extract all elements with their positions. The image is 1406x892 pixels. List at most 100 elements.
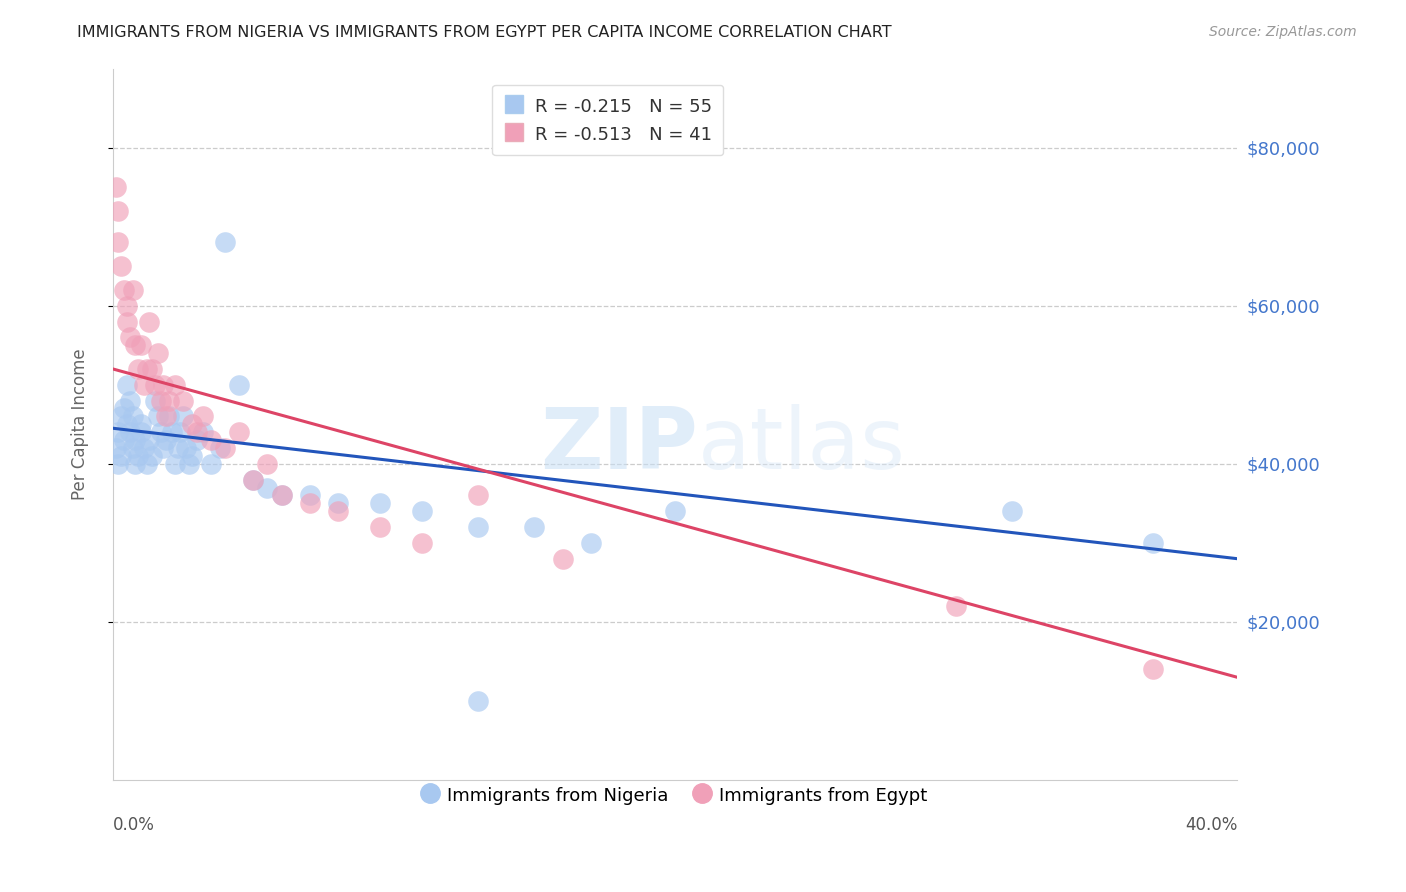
Point — [214, 235, 236, 250]
Point — [149, 425, 172, 440]
Point — [138, 433, 160, 447]
Point — [127, 362, 149, 376]
Point — [214, 441, 236, 455]
Point — [110, 409, 132, 424]
Point — [180, 449, 202, 463]
Point — [155, 409, 177, 424]
Point — [118, 393, 141, 408]
Point — [152, 377, 174, 392]
Point — [177, 457, 200, 471]
Point — [107, 203, 129, 218]
Point — [270, 488, 292, 502]
Point — [523, 520, 546, 534]
Y-axis label: Per Capita Income: Per Capita Income — [72, 349, 89, 500]
Point — [228, 377, 250, 392]
Point — [129, 338, 152, 352]
Legend: Immigrants from Nigeria, Immigrants from Egypt: Immigrants from Nigeria, Immigrants from… — [416, 777, 934, 814]
Point — [118, 425, 141, 440]
Point — [115, 417, 138, 432]
Point — [172, 409, 194, 424]
Point — [180, 417, 202, 432]
Point — [1142, 536, 1164, 550]
Point — [152, 441, 174, 455]
Point — [945, 599, 967, 614]
Point — [467, 694, 489, 708]
Point — [138, 314, 160, 328]
Point — [172, 393, 194, 408]
Point — [1001, 504, 1024, 518]
Point — [1142, 662, 1164, 676]
Point — [146, 409, 169, 424]
Text: atlas: atlas — [697, 404, 905, 487]
Point — [110, 259, 132, 273]
Point — [368, 496, 391, 510]
Point — [326, 504, 349, 518]
Point — [326, 496, 349, 510]
Point — [664, 504, 686, 518]
Point — [270, 488, 292, 502]
Point — [163, 457, 186, 471]
Point — [104, 180, 127, 194]
Point — [242, 473, 264, 487]
Point — [132, 441, 155, 455]
Point — [242, 473, 264, 487]
Point — [160, 425, 183, 440]
Point — [129, 425, 152, 440]
Point — [115, 377, 138, 392]
Point — [200, 457, 222, 471]
Point — [115, 314, 138, 328]
Point — [157, 393, 180, 408]
Point — [467, 488, 489, 502]
Point — [112, 401, 135, 416]
Point — [132, 377, 155, 392]
Point — [112, 433, 135, 447]
Point — [186, 425, 208, 440]
Point — [200, 433, 222, 447]
Point — [124, 338, 146, 352]
Text: 0.0%: 0.0% — [112, 815, 155, 834]
Point — [107, 457, 129, 471]
Point — [124, 457, 146, 471]
Point — [579, 536, 602, 550]
Point — [129, 417, 152, 432]
Point — [121, 441, 143, 455]
Point — [256, 457, 278, 471]
Point — [551, 551, 574, 566]
Point — [411, 504, 433, 518]
Point — [256, 481, 278, 495]
Point — [166, 441, 188, 455]
Point — [121, 409, 143, 424]
Point — [112, 283, 135, 297]
Point — [135, 362, 157, 376]
Point — [115, 299, 138, 313]
Text: Source: ZipAtlas.com: Source: ZipAtlas.com — [1209, 25, 1357, 39]
Point — [135, 457, 157, 471]
Point — [121, 283, 143, 297]
Point — [141, 362, 163, 376]
Point — [107, 235, 129, 250]
Point — [191, 409, 214, 424]
Text: ZIP: ZIP — [540, 404, 697, 487]
Point — [228, 425, 250, 440]
Point — [298, 488, 321, 502]
Point — [163, 377, 186, 392]
Point — [124, 433, 146, 447]
Point — [186, 433, 208, 447]
Point — [141, 449, 163, 463]
Point — [149, 393, 172, 408]
Point — [143, 377, 166, 392]
Point — [107, 425, 129, 440]
Point — [191, 425, 214, 440]
Point — [146, 346, 169, 360]
Point — [467, 520, 489, 534]
Point — [298, 496, 321, 510]
Point — [155, 433, 177, 447]
Text: 40.0%: 40.0% — [1185, 815, 1237, 834]
Point — [411, 536, 433, 550]
Text: IMMIGRANTS FROM NIGERIA VS IMMIGRANTS FROM EGYPT PER CAPITA INCOME CORRELATION C: IMMIGRANTS FROM NIGERIA VS IMMIGRANTS FR… — [77, 25, 891, 40]
Point — [368, 520, 391, 534]
Point — [110, 449, 132, 463]
Point — [127, 449, 149, 463]
Point — [118, 330, 141, 344]
Point — [104, 441, 127, 455]
